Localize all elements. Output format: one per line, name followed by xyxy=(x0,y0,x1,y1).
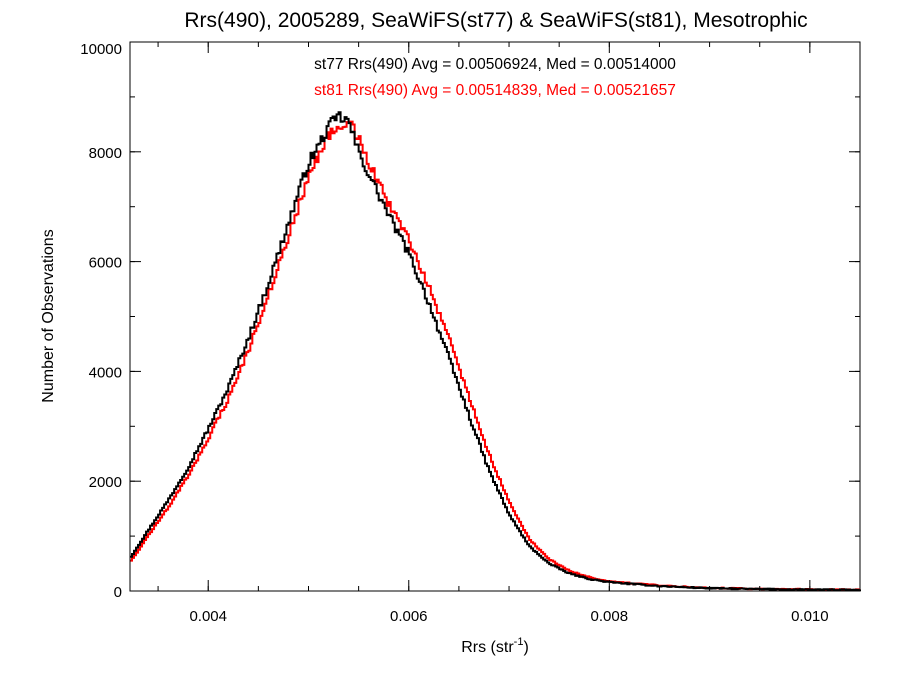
y-tick-label: 10000 xyxy=(80,41,122,58)
x-axis-label-main: Rrs (str xyxy=(461,639,514,656)
x-tick-label: 0.008 xyxy=(591,608,629,625)
series-st77-histogram xyxy=(130,111,861,592)
x-tick-label: 0.004 xyxy=(189,608,227,625)
x-tick-label: 0.006 xyxy=(390,608,428,625)
y-tick-label: 0 xyxy=(114,584,122,601)
st81-annotation: st81 Rrs(490) Avg = 0.00514839, Med = 0.… xyxy=(314,82,676,99)
series-layer xyxy=(130,111,861,592)
x-tick-label: 0.010 xyxy=(791,608,829,625)
x-axis-label: Rrs (str-1) xyxy=(461,636,529,656)
y-tick-label: 8000 xyxy=(89,145,122,162)
st77-annotation: st77 Rrs(490) Avg = 0.00506924, Med = 0.… xyxy=(314,56,676,73)
plot-frame xyxy=(129,41,861,592)
y-tick-label: 6000 xyxy=(89,255,122,272)
x-axis-label-close: ) xyxy=(523,639,528,656)
axis-ticks: 0.004 0.006 0.008 0.010 0 2000 4000 6000 8000 100… xyxy=(80,41,861,625)
y-axis-label: Number of Observations xyxy=(40,229,57,402)
y-tick-label: 4000 xyxy=(89,364,122,381)
y-tick-label: 2000 xyxy=(89,474,122,491)
annotations: st77 Rrs(490) Avg = 0.00506924, Med = 0.… xyxy=(314,56,676,99)
chart-title: Rrs(490), 2005289, SeaWiFS(st77) & SeaWi… xyxy=(184,9,807,32)
x-axis-label-superscript: -1 xyxy=(514,636,524,648)
